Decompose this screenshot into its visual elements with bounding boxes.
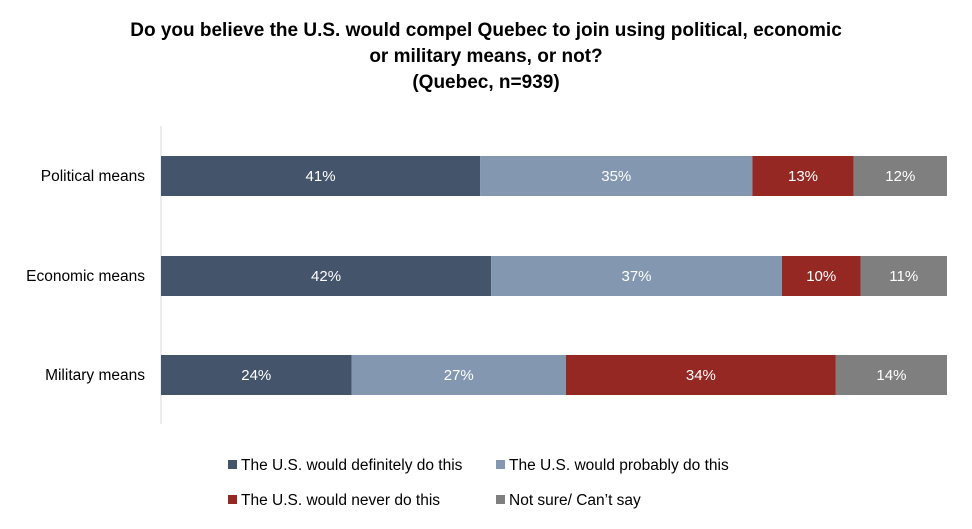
bar-segment xyxy=(491,256,782,296)
bar-segment xyxy=(351,355,566,395)
legend-swatch xyxy=(496,495,505,504)
category-label: Economic means xyxy=(26,268,145,285)
bar-segment xyxy=(781,256,861,296)
data-label: 10% xyxy=(806,268,836,285)
legend-label: The U.S. would never do this xyxy=(241,492,440,509)
bar-segment xyxy=(565,355,836,395)
bar-segment xyxy=(853,156,947,196)
bar-segment xyxy=(161,256,492,296)
legend-swatch xyxy=(228,495,237,504)
bar-segment xyxy=(835,355,947,395)
title-line-2: or military means, or not? xyxy=(369,46,603,67)
chart-title: Do you believe the U.S. would compel Que… xyxy=(0,18,972,96)
legend-swatch xyxy=(228,460,237,469)
bar-segment xyxy=(161,355,352,395)
legend-swatch xyxy=(496,460,505,469)
data-label: 11% xyxy=(889,268,918,285)
category-label: Political means xyxy=(41,168,145,185)
bar-segment xyxy=(161,156,481,196)
legend-label: The U.S. would probably do this xyxy=(509,457,729,474)
data-label: 34% xyxy=(686,367,716,384)
data-label: 13% xyxy=(788,168,818,185)
bar-segment xyxy=(860,256,947,296)
data-label: 35% xyxy=(601,168,631,185)
category-label: Military means xyxy=(45,367,145,384)
data-label: 41% xyxy=(306,168,336,185)
legend-label: Not sure/ Can’t say xyxy=(509,492,641,509)
bar-segment xyxy=(752,156,854,196)
data-label: 24% xyxy=(241,367,271,384)
data-label: 37% xyxy=(622,268,652,285)
bar-segment xyxy=(480,156,753,196)
data-label: 12% xyxy=(885,168,915,185)
data-label: 27% xyxy=(444,367,474,384)
title-line-1: Do you believe the U.S. would compel Que… xyxy=(130,20,842,41)
title-line-3: (Quebec, n=939) xyxy=(412,72,560,93)
data-label: 14% xyxy=(876,367,906,384)
legend-label: The U.S. would definitely do this xyxy=(241,457,463,474)
data-label: 42% xyxy=(311,268,341,285)
